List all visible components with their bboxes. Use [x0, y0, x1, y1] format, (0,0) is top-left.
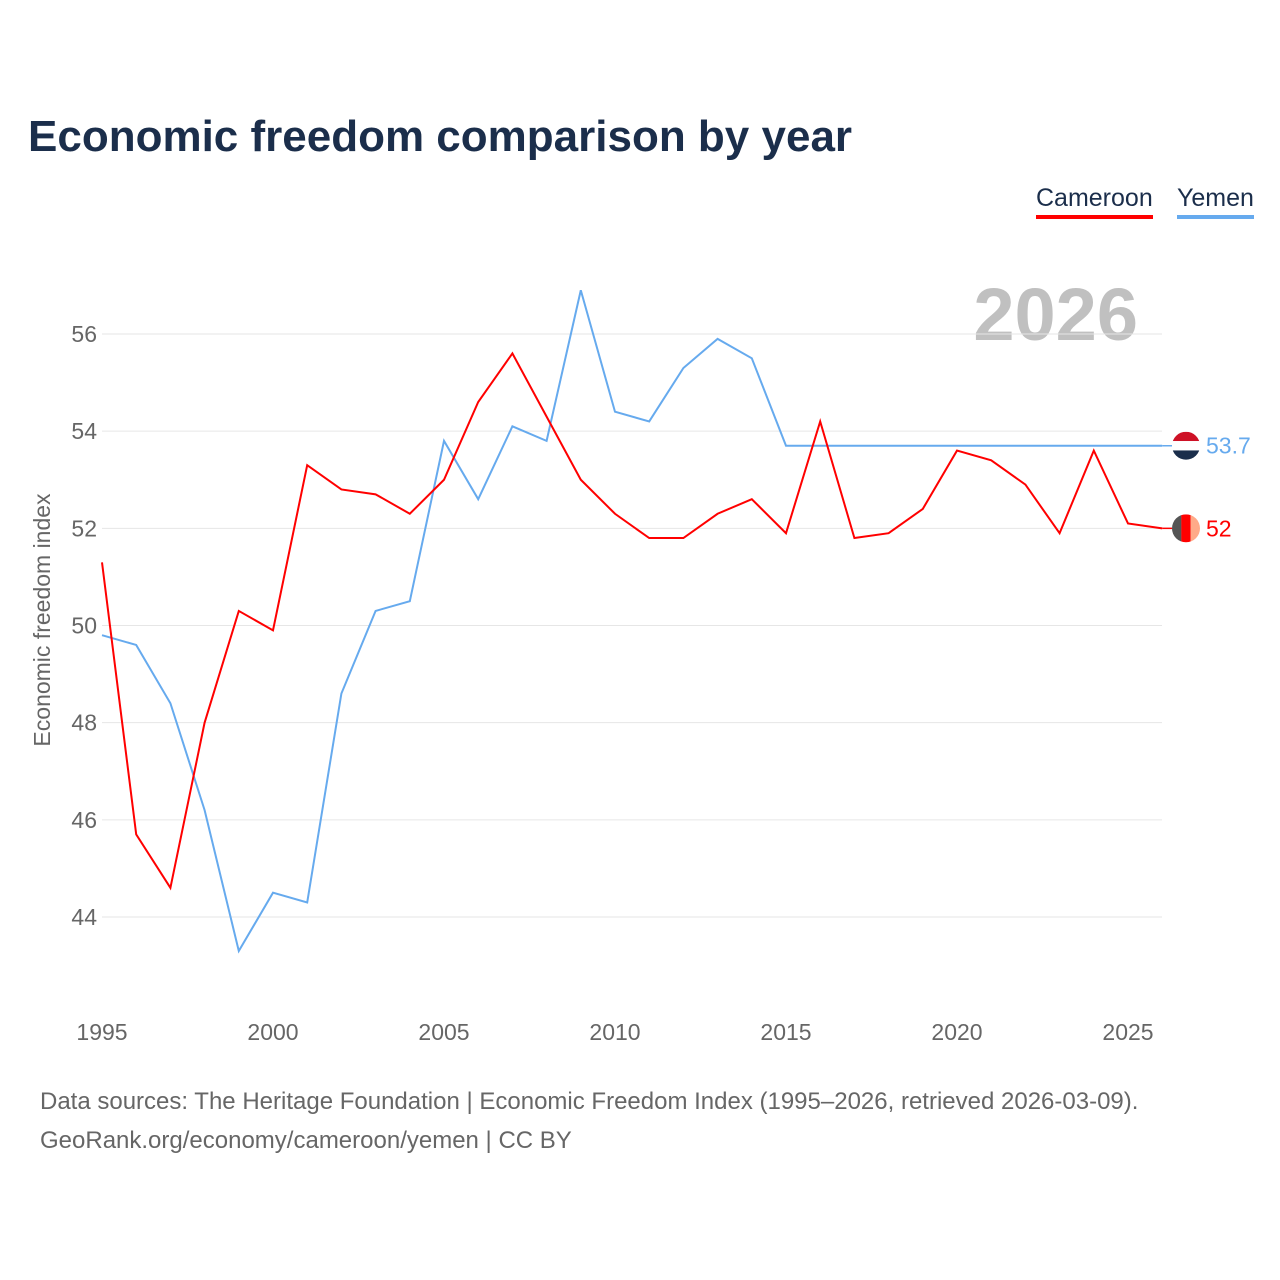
x-tick-label: 2000: [247, 1019, 298, 1045]
legend-cameroon[interactable]: Cameroon: [1036, 184, 1153, 219]
x-tick-label: 1995: [76, 1019, 127, 1045]
y-tick-label: 50: [71, 613, 97, 639]
series-line-cameroon: [101, 351, 1163, 891]
x-tick-label: 2025: [1102, 1019, 1153, 1045]
end-value-label: 52: [1206, 515, 1232, 541]
x-tick-label: 2005: [418, 1019, 469, 1045]
y-tick-label: 52: [71, 515, 97, 541]
legend-yemen[interactable]: Yemen: [1177, 184, 1254, 219]
end-value-label: 53.7: [1206, 433, 1251, 459]
flag-icon-yemen: [1172, 431, 1200, 460]
y-tick-label: 54: [71, 418, 97, 444]
source-line-1: Data sources: The Heritage Foundation | …: [40, 1088, 1139, 1115]
y-axis-label: Economic freedom index: [29, 493, 55, 747]
y-tick-label: 46: [71, 807, 97, 833]
chart-title: Economic freedom comparison by year: [28, 112, 853, 161]
year-watermark: 2026: [973, 273, 1138, 356]
x-tick-label: 2015: [760, 1019, 811, 1045]
flag-icon-cameroon: [1172, 514, 1200, 543]
y-tick-label: 48: [71, 710, 97, 736]
source-line-2[interactable]: GeoRank.org/economy/cameroon/yemen | CC …: [40, 1127, 572, 1154]
y-tick-label: 44: [71, 904, 97, 930]
x-tick-label: 2020: [931, 1019, 982, 1045]
y-tick-label: 56: [71, 321, 97, 347]
series-line-yemen: [101, 290, 1163, 954]
x-tick-label: 2010: [589, 1019, 640, 1045]
